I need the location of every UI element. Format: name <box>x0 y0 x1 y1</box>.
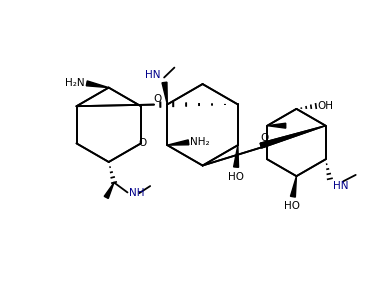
Polygon shape <box>260 126 326 148</box>
Text: HO: HO <box>228 172 244 182</box>
Text: O: O <box>260 133 268 143</box>
Text: NH: NH <box>129 188 145 198</box>
Text: HN: HN <box>333 181 348 191</box>
Polygon shape <box>291 176 296 197</box>
Polygon shape <box>167 140 189 145</box>
Text: O: O <box>138 139 147 148</box>
Text: HO: HO <box>284 201 300 211</box>
Text: OH: OH <box>318 101 334 111</box>
Polygon shape <box>104 182 114 198</box>
Text: H₂N: H₂N <box>65 78 85 88</box>
Polygon shape <box>267 123 286 128</box>
Text: NH₂: NH₂ <box>190 137 210 147</box>
Polygon shape <box>162 82 167 104</box>
Polygon shape <box>260 126 326 148</box>
Text: HN: HN <box>145 70 160 80</box>
Polygon shape <box>233 145 239 167</box>
Text: O: O <box>153 94 161 104</box>
Polygon shape <box>86 81 109 87</box>
